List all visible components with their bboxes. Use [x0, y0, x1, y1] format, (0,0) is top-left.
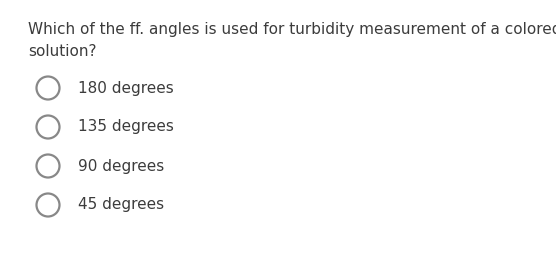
- Text: 45 degrees: 45 degrees: [78, 198, 164, 212]
- Text: 180 degrees: 180 degrees: [78, 80, 173, 96]
- Text: Which of the ff. angles is used for turbidity measurement of a colored: Which of the ff. angles is used for turb…: [28, 22, 556, 37]
- Text: solution?: solution?: [28, 44, 97, 59]
- Text: 135 degrees: 135 degrees: [78, 120, 174, 134]
- Text: 90 degrees: 90 degrees: [78, 158, 164, 174]
